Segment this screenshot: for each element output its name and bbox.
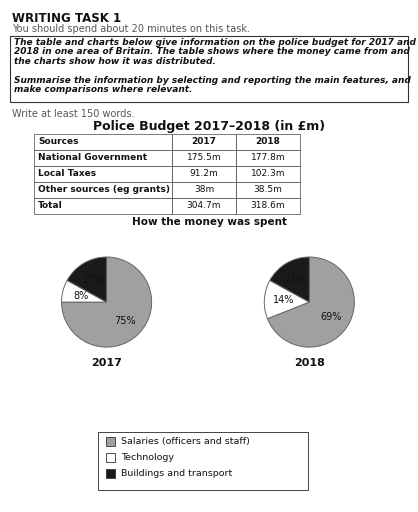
Text: 102.3m: 102.3m — [251, 169, 285, 179]
Bar — [34, 198, 172, 214]
Text: 2018: 2018 — [255, 138, 280, 146]
Text: National Government: National Government — [38, 154, 147, 162]
Text: Salaries (officers and staff): Salaries (officers and staff) — [121, 437, 250, 446]
Text: 38.5m: 38.5m — [254, 185, 283, 195]
Bar — [106, 437, 115, 446]
Text: make comparisons where relevant.: make comparisons where relevant. — [14, 86, 192, 95]
Text: Sources: Sources — [38, 138, 79, 146]
Bar — [236, 198, 300, 214]
Text: How the money was spent: How the money was spent — [132, 217, 286, 227]
Bar — [34, 150, 172, 166]
Bar — [172, 166, 236, 182]
Text: 75%: 75% — [114, 315, 136, 326]
Text: 69%: 69% — [320, 312, 342, 322]
Text: 17%: 17% — [82, 274, 104, 285]
Bar — [172, 134, 236, 150]
Bar — [106, 453, 115, 462]
Text: Other sources (eg grants): Other sources (eg grants) — [38, 185, 170, 195]
Wedge shape — [270, 257, 309, 302]
Bar — [98, 432, 308, 490]
Text: 91.2m: 91.2m — [190, 169, 218, 179]
Text: 304.7m: 304.7m — [187, 202, 221, 210]
Bar — [10, 36, 408, 102]
Wedge shape — [61, 257, 152, 347]
Bar — [172, 198, 236, 214]
Text: 2018: 2018 — [294, 358, 325, 368]
Text: 17%: 17% — [285, 274, 307, 285]
Bar — [172, 182, 236, 198]
Text: Write at least 150 words.: Write at least 150 words. — [12, 109, 135, 119]
Text: 2017: 2017 — [191, 138, 217, 146]
Text: WRITING TASK 1: WRITING TASK 1 — [12, 12, 121, 25]
Text: Police Budget 2017–2018 (in £m): Police Budget 2017–2018 (in £m) — [93, 120, 325, 133]
Text: Local Taxes: Local Taxes — [38, 169, 96, 179]
Wedge shape — [264, 281, 309, 318]
Text: 38m: 38m — [194, 185, 214, 195]
Text: Total: Total — [38, 202, 63, 210]
Bar — [236, 150, 300, 166]
Bar — [34, 182, 172, 198]
Wedge shape — [67, 257, 107, 302]
Bar — [34, 134, 172, 150]
Text: You should spend about 20 minutes on this task.: You should spend about 20 minutes on thi… — [12, 24, 250, 34]
Text: 175.5m: 175.5m — [187, 154, 221, 162]
Text: Summarise the information by selecting and reporting the main features, and: Summarise the information by selecting a… — [14, 76, 411, 85]
Text: 2017: 2017 — [91, 358, 122, 368]
Bar — [236, 166, 300, 182]
Bar — [172, 150, 236, 166]
Text: The table and charts below give information on the police budget for 2017 and: The table and charts below give informat… — [14, 38, 416, 47]
Text: Buildings and transport: Buildings and transport — [121, 469, 232, 478]
Bar — [236, 182, 300, 198]
Wedge shape — [61, 281, 107, 302]
Bar — [236, 134, 300, 150]
Wedge shape — [268, 257, 354, 347]
Bar — [34, 166, 172, 182]
Text: 318.6m: 318.6m — [251, 202, 285, 210]
Text: Technology: Technology — [121, 453, 174, 462]
Text: the charts show how it was distributed.: the charts show how it was distributed. — [14, 57, 216, 66]
Text: 8%: 8% — [74, 291, 89, 301]
Text: 14%: 14% — [273, 295, 294, 306]
Text: 2018 in one area of Britain. The table shows where the money came from and: 2018 in one area of Britain. The table s… — [14, 48, 410, 56]
Text: 177.8m: 177.8m — [251, 154, 285, 162]
Bar — [106, 469, 115, 478]
